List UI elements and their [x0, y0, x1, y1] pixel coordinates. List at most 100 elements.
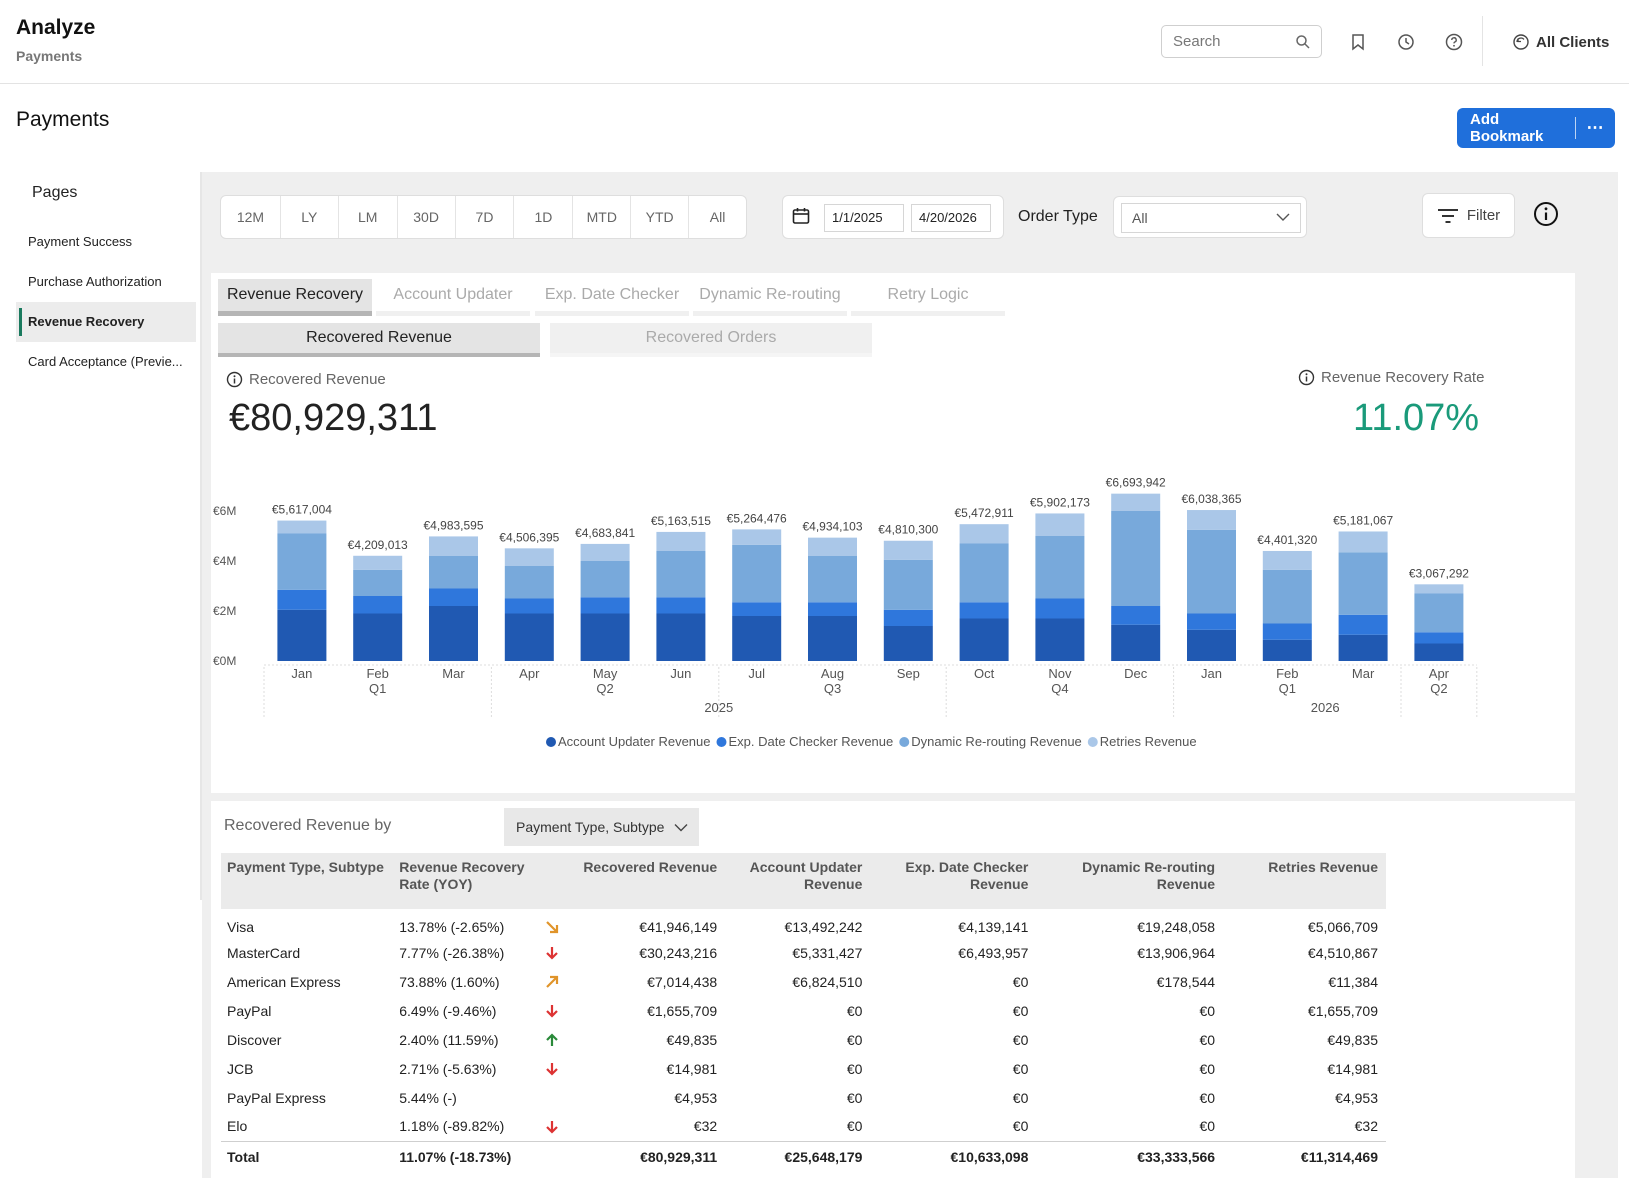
all-clients-button[interactable]: All Clients: [1512, 32, 1609, 52]
period-lm[interactable]: LM: [339, 196, 398, 238]
col-exp-date-checker[interactable]: Exp. Date Checker Revenue: [870, 853, 1037, 909]
cell-exp-date: €4,139,141: [958, 918, 1029, 935]
bar-total-label: €5,181,067: [1333, 513, 1393, 527]
bar-segment: [504, 613, 554, 661]
bar-segment: [429, 536, 478, 556]
tab-revenue-recovery[interactable]: Revenue Recovery: [218, 279, 372, 316]
cell-dynamic: €0: [1199, 1031, 1216, 1048]
period-12m[interactable]: 12M: [221, 196, 281, 238]
col-payment-type[interactable]: Payment Type, Subtype: [221, 853, 394, 909]
sidebar-item-card-acceptance[interactable]: Card Acceptance (Previe...: [28, 354, 183, 369]
cell-retries: €14,981: [1327, 1060, 1378, 1077]
table-total-row[interactable]: Total 11.07% (-18.73%) €80,929,311 €25,648,…: [221, 1140, 1386, 1172]
col-dynamic-rerouting[interactable]: Dynamic Re-routing Revenue: [1036, 853, 1224, 909]
search-box[interactable]: [1161, 25, 1322, 58]
bookmark-icon[interactable]: [1348, 32, 1368, 52]
bar-segment: [504, 598, 554, 614]
bar-segment: [1414, 632, 1464, 644]
bar-segment: [353, 613, 403, 661]
period-7d[interactable]: 7D: [456, 196, 515, 238]
search-icon[interactable]: [1295, 34, 1311, 50]
period-mtd[interactable]: MTD: [573, 196, 632, 238]
table-header-row: Payment Type, Subtype Revenue Recovery R…: [221, 853, 1386, 909]
subtab-recovered-orders[interactable]: Recovered Orders: [550, 323, 872, 357]
search-input[interactable]: [1173, 26, 1293, 57]
bar-segment: [504, 566, 554, 599]
chevron-down-icon: [1276, 213, 1290, 221]
bar-segment: [580, 543, 630, 561]
cell-type: American Express: [227, 973, 341, 990]
period-ytd[interactable]: YTD: [631, 196, 690, 238]
info-icon[interactable]: [1298, 369, 1315, 386]
start-date-input[interactable]: 1/1/2025: [824, 204, 904, 232]
x-tick-label: Jul: [748, 666, 765, 681]
bar-segment: [1035, 513, 1085, 536]
sidebar-item-payment-success[interactable]: Payment Success: [28, 234, 133, 249]
table-row[interactable]: Visa 13.78% (-2.65%) €41,946,149 €13,492,24…: [221, 909, 1386, 938]
table-row[interactable]: MasterCard 7.77% (-26.38%) €30,243,216 €5,3…: [221, 938, 1386, 967]
order-type-value[interactable]: All: [1121, 203, 1301, 233]
tab-account-updater[interactable]: Account Updater: [376, 279, 530, 316]
table-row[interactable]: Elo 1.18% (-89.82%) €32 €0 €0 €0 €32: [221, 1112, 1386, 1141]
period-all[interactable]: All: [709, 209, 726, 225]
header-divider: [1482, 16, 1483, 66]
cell-exp-date: €0: [1012, 1060, 1029, 1077]
add-bookmark-button[interactable]: Add Bookmark ⋯: [1457, 108, 1615, 148]
tab-retry-logic[interactable]: Retry Logic: [851, 279, 1005, 316]
history-icon[interactable]: [1396, 32, 1416, 52]
bar-segment: [429, 556, 478, 589]
bar-segment: [732, 602, 782, 616]
bar-segment: [883, 626, 933, 661]
table-row[interactable]: PayPal Express 5.44% (-) €4,953 €0 €0 €0 €4,95…: [221, 1083, 1386, 1112]
subtab-recovered-revenue[interactable]: Recovered Revenue: [218, 323, 540, 357]
tab-dynamic-rerouting[interactable]: Dynamic Re-routing: [693, 279, 847, 316]
bar-segment: [1262, 569, 1312, 624]
table-row[interactable]: PayPal 6.49% (-9.46%) €1,655,709 €0 €0 €0 €1,6…: [221, 996, 1386, 1025]
pages-sidebar: Pages Payment Success Purchase Authoriza…: [16, 172, 200, 1178]
cell-rate: 2.71% (-5.63%): [399, 1060, 497, 1077]
col-recovered-revenue[interactable]: Recovered Revenue: [569, 853, 726, 909]
period-1d[interactable]: 1D: [514, 196, 574, 238]
bar-segment: [1111, 624, 1161, 661]
x-tick-label: May: [593, 666, 618, 681]
filter-button[interactable]: Filter: [1422, 193, 1515, 238]
cell-exp-date: €10,633,098: [870, 1140, 1037, 1172]
period-30d[interactable]: 30D: [398, 196, 456, 238]
col-account-updater[interactable]: Account Updater Revenue: [725, 853, 871, 909]
tab-exp-date-checker[interactable]: Exp. Date Checker: [535, 279, 689, 316]
cell-exp-date: €0: [1012, 1118, 1029, 1135]
period-selector: 12M LY LM 30D 7D 1D MTD YTD All: [220, 195, 747, 239]
x-tick-label: Aug: [821, 666, 844, 681]
bar-total-label: €6,693,942: [1106, 476, 1166, 490]
info-icon[interactable]: [226, 371, 243, 388]
table-row[interactable]: American Express 73.88% (1.60%) €7,014,438…: [221, 967, 1386, 996]
group-by-select[interactable]: Payment Type, Subtype: [504, 808, 699, 846]
table-row[interactable]: Discover 2.40% (11.59%) €49,835 €0 €0 €0 €49,8…: [221, 1025, 1386, 1054]
help-icon[interactable]: [1444, 32, 1464, 52]
all-clients-label: All Clients: [1536, 33, 1610, 51]
sidebar-item-purchase-authorization[interactable]: Purchase Authorization: [28, 274, 162, 289]
trend-down-icon: [546, 1120, 559, 1134]
end-date-input[interactable]: 4/20/2026: [911, 204, 991, 232]
revenue-recovery-card: Revenue Recovery Account Updater Exp. Da…: [211, 273, 1575, 793]
period-ly[interactable]: LY: [281, 196, 339, 238]
sidebar-item-revenue-recovery[interactable]: Revenue Recovery: [16, 302, 196, 342]
bar-total-label: €5,264,476: [727, 511, 787, 525]
calendar-icon[interactable]: [791, 206, 811, 226]
bar-segment: [1338, 552, 1388, 615]
info-icon[interactable]: [1533, 201, 1559, 227]
col-recovery-rate[interactable]: Revenue Recovery Rate (YOY): [393, 853, 539, 909]
col-retries[interactable]: Retries Revenue: [1223, 853, 1386, 909]
cell-retries: €32: [1354, 1118, 1378, 1135]
legend-label: Dynamic Re-routing Revenue: [911, 734, 1082, 749]
order-type-select[interactable]: All: [1113, 196, 1307, 238]
bar-total-label: €4,683,841: [575, 526, 635, 540]
bar-total-label: €4,810,300: [878, 523, 938, 537]
more-options-icon[interactable]: ⋯: [1586, 118, 1605, 137]
table-row[interactable]: JCB 2.71% (-5.63%) €14,981 €0 €0 €0 €14,981: [221, 1054, 1386, 1083]
legend-swatch: [716, 737, 727, 747]
bar-segment: [1187, 529, 1236, 614]
y-tick-label: €0M: [213, 654, 236, 668]
cell-rate: 7.77% (-26.38%): [399, 944, 505, 961]
cell-account-updater: €0: [846, 1060, 863, 1077]
